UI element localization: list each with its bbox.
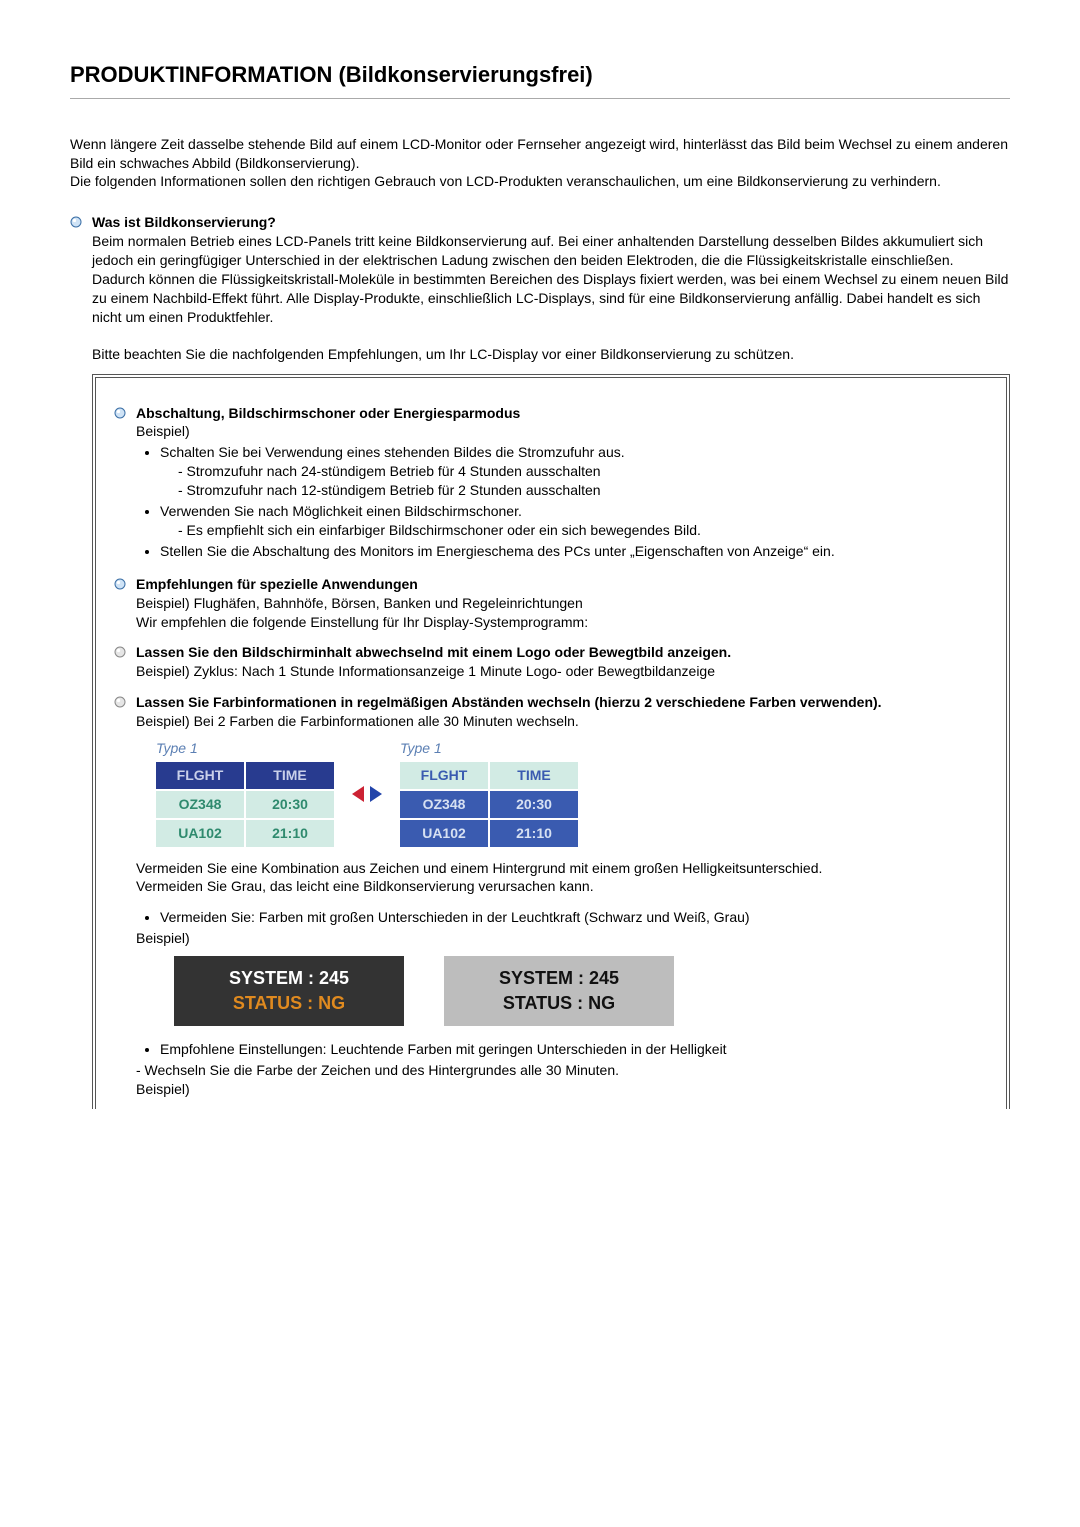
s2-heading: Empfehlungen für spezielle Anwendungen <box>136 575 988 594</box>
intro-block: Wenn längere Zeit dasselbe stehende Bild… <box>70 135 1010 192</box>
fl-r2c1: UA102 <box>155 819 245 848</box>
section-what-is: Was ist Bildkonservierung? Beim normalen… <box>70 213 1010 363</box>
fr-h2: TIME <box>489 761 579 790</box>
fr-r2c2: 21:10 <box>489 819 579 848</box>
s3-heading: Lassen Sie den Bildschirminhalt abwechse… <box>136 643 988 662</box>
system-box-dark: SYSTEM : 245 STATUS : NG <box>174 956 404 1026</box>
flight-table-left: FLGHTTIME OZ34820:30 UA10221:10 <box>154 760 336 849</box>
fr-r1c1: OZ348 <box>399 790 489 819</box>
s2-l1: Beispiel) Flughäfen, Bahnhöfe, Börsen, B… <box>136 594 988 613</box>
s2-l2: Wir empfehlen die folgende Einstellung f… <box>136 613 988 632</box>
s1-b2: Verwenden Sie nach Möglichkeit einen Bil… <box>160 502 988 540</box>
sys-line1-dark: SYSTEM : 245 <box>229 968 349 988</box>
intro-p2: Die folgenden Informationen sollen den r… <box>70 172 1010 191</box>
sys-line2-light: STATUS : NG <box>468 991 650 1016</box>
after-sys-l1: - Wechseln Sie die Farbe der Zeichen und… <box>136 1061 988 1080</box>
arrow-left-icon <box>352 786 364 802</box>
after-flight-b1: Vermeiden Sie: Farben mit großen Untersc… <box>160 908 988 927</box>
box-s4: Lassen Sie Farbinformationen in regelmäß… <box>114 693 988 1099</box>
s1-b2-text: Verwenden Sie nach Möglichkeit einen Bil… <box>160 503 522 519</box>
s3-l1: Beispiel) Zyklus: Nach 1 Stunde Informat… <box>136 662 988 681</box>
after-sys-b1: Empfohlene Einstellungen: Leuchtende Far… <box>160 1040 988 1059</box>
sec1-body: Beim normalen Betrieb eines LCD-Panels t… <box>92 232 1010 326</box>
arrow-right-icon <box>370 786 382 802</box>
s1-b3: Stellen Sie die Abschaltung des Monitors… <box>160 542 988 561</box>
s1-b1a: - Stromzufuhr nach 24-stündigem Betrieb … <box>178 462 988 481</box>
box-s1: Abschaltung, Bildschirmschoner oder Ener… <box>114 404 988 563</box>
fl-h2: TIME <box>245 761 335 790</box>
bullet-icon <box>114 578 136 590</box>
s1-example: Beispiel) <box>136 422 988 441</box>
after-sys-ex: Beispiel) <box>136 1080 988 1099</box>
flight-left: Type 1 FLGHTTIME OZ34820:30 UA10221:10 <box>154 739 336 849</box>
bullet-icon <box>114 646 136 658</box>
after-flight-ex: Beispiel) <box>136 929 988 948</box>
system-box-light: SYSTEM : 245 STATUS : NG <box>444 956 674 1026</box>
after-flight-l2: Vermeiden Sie Grau, das leicht eine Bild… <box>136 877 988 896</box>
s1-heading: Abschaltung, Bildschirmschoner oder Ener… <box>136 404 988 423</box>
s4-l1: Beispiel) Bei 2 Farben die Farbinformati… <box>136 712 988 731</box>
s1-b1b: - Stromzufuhr nach 12-stündigem Betrieb … <box>178 481 988 500</box>
fr-h1: FLGHT <box>399 761 489 790</box>
bullet-icon <box>70 216 92 228</box>
fl-r1c1: OZ348 <box>155 790 245 819</box>
fl-h1: FLGHT <box>155 761 245 790</box>
sec1-note: Bitte beachten Sie die nachfolgenden Emp… <box>92 345 1010 364</box>
type-label-left: Type 1 <box>156 739 336 758</box>
fr-r1c2: 20:30 <box>489 790 579 819</box>
bullet-icon <box>114 696 136 708</box>
s1-list: Schalten Sie bei Verwendung eines stehen… <box>136 443 988 560</box>
after-sys-list: Empfohlene Einstellungen: Leuchtende Far… <box>136 1040 988 1059</box>
s1-b2a: - Es empfiehlt sich ein einfarbiger Bild… <box>178 521 988 540</box>
recommendation-box: Abschaltung, Bildschirmschoner oder Ener… <box>92 374 1010 1110</box>
fr-r2c1: UA102 <box>399 819 489 848</box>
s4-heading: Lassen Sie Farbinformationen in regelmäß… <box>136 693 988 712</box>
after-flight-list: Vermeiden Sie: Farben mit großen Untersc… <box>136 908 988 927</box>
page-title: PRODUKTINFORMATION (Bildkonservierungsfr… <box>70 60 1010 90</box>
flight-right: Type 1 FLGHTTIME OZ34820:30 UA10221:10 <box>398 739 580 849</box>
box-s2: Empfehlungen für spezielle Anwendungen B… <box>114 575 988 632</box>
sys-line1-light: SYSTEM : 245 <box>499 968 619 988</box>
flight-table-right: FLGHTTIME OZ34820:30 UA10221:10 <box>398 760 580 849</box>
swap-arrows-icon <box>352 786 382 802</box>
bullet-icon <box>114 407 136 419</box>
sys-line2-dark: STATUS : NG <box>198 991 380 1016</box>
title-rule <box>70 98 1010 99</box>
fl-r2c2: 21:10 <box>245 819 335 848</box>
intro-p1: Wenn längere Zeit dasselbe stehende Bild… <box>70 135 1010 173</box>
fl-r1c2: 20:30 <box>245 790 335 819</box>
s1-b1: Schalten Sie bei Verwendung eines stehen… <box>160 443 988 500</box>
s1-b1-text: Schalten Sie bei Verwendung eines stehen… <box>160 444 625 460</box>
system-illustration: SYSTEM : 245 STATUS : NG SYSTEM : 245 ST… <box>174 956 988 1026</box>
flight-illustration: Type 1 FLGHTTIME OZ34820:30 UA10221:10 T… <box>154 739 988 849</box>
type-label-right: Type 1 <box>400 739 580 758</box>
after-flight-l1: Vermeiden Sie eine Kombination aus Zeich… <box>136 859 988 878</box>
box-s3: Lassen Sie den Bildschirminhalt abwechse… <box>114 643 988 681</box>
sec1-heading: Was ist Bildkonservierung? <box>92 213 1010 232</box>
